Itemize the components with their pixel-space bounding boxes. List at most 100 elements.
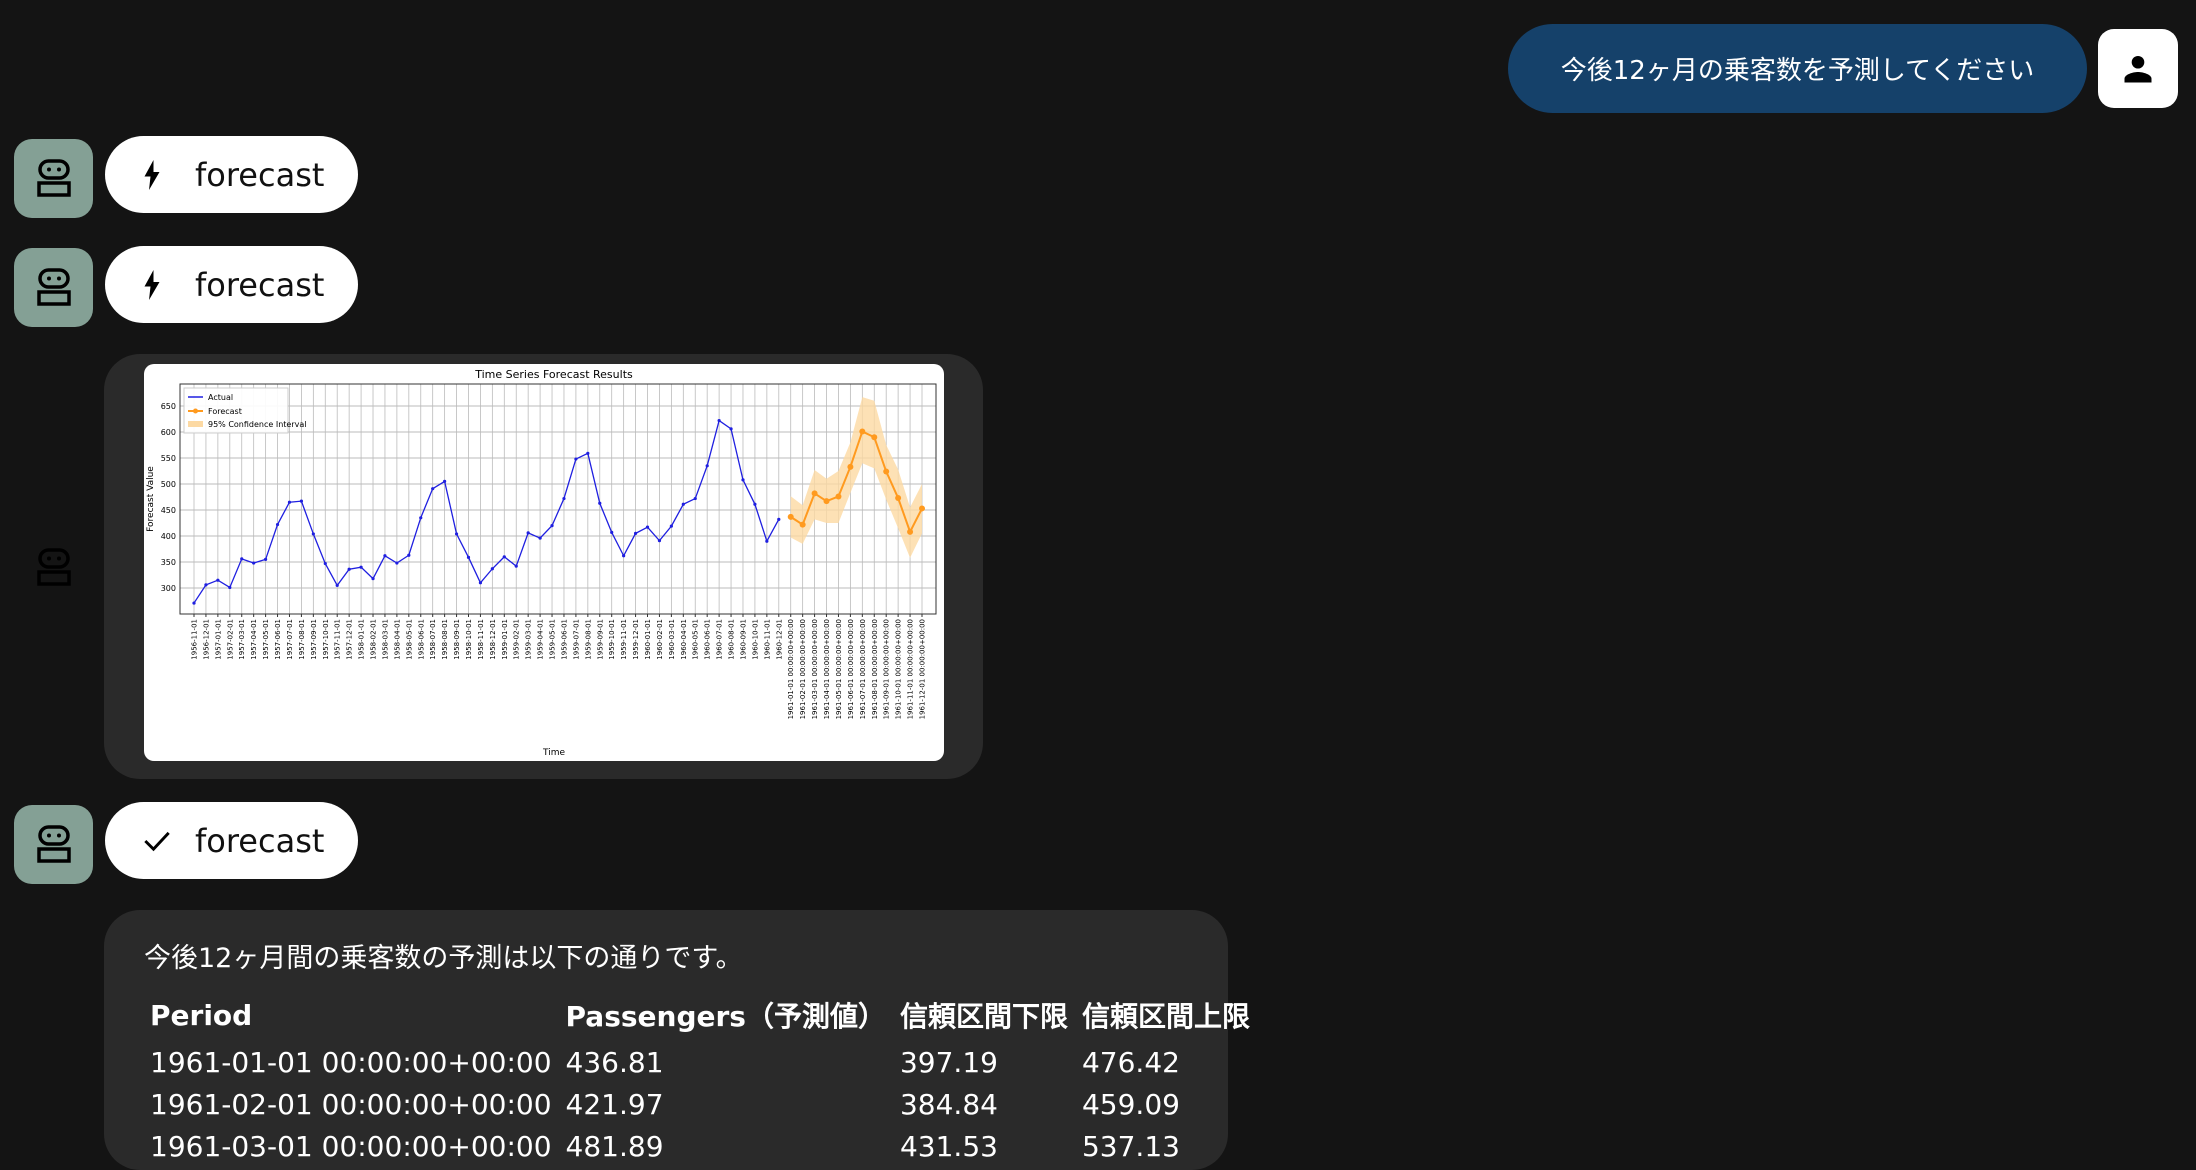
x-tick-label: 1958-03-01 bbox=[381, 619, 389, 660]
cell-period: 1961-03-01 00:00:00+00:00 bbox=[150, 1129, 552, 1163]
x-tick-label: 1961-05-01 00:00:00+00:00 bbox=[835, 619, 843, 719]
actual-point bbox=[729, 427, 733, 431]
forecast-chart-image[interactable]: Time Series Forecast Results Forecast Va… bbox=[144, 364, 944, 761]
legend-ci: 95% Confidence Interval bbox=[208, 420, 306, 429]
x-tick-label: 1958-09-01 bbox=[453, 619, 461, 660]
y-tick-label: 400 bbox=[161, 532, 176, 541]
x-tick-label: 1958-01-01 bbox=[358, 619, 366, 660]
actual-point bbox=[252, 561, 256, 565]
check-icon bbox=[144, 831, 170, 851]
x-tick-label: 1960-01-01 bbox=[644, 619, 652, 660]
x-tick-label: 1959-11-01 bbox=[620, 619, 628, 660]
actual-point bbox=[299, 499, 304, 503]
x-tick-label: 1960-08-01 bbox=[728, 619, 736, 660]
bot-avatar bbox=[14, 528, 93, 607]
actual-point bbox=[633, 531, 638, 535]
cell-passengers: 421.97 bbox=[565, 1087, 664, 1121]
x-tick-label: 1960-03-01 bbox=[668, 619, 676, 660]
actual-point bbox=[657, 539, 662, 543]
x-tick-label: 1957-09-01 bbox=[310, 619, 318, 660]
actual-point bbox=[192, 601, 196, 605]
actual-point bbox=[574, 457, 578, 461]
x-tick-label: 1958-11-01 bbox=[477, 619, 485, 660]
x-tick-label: 1957-03-01 bbox=[238, 619, 246, 660]
actual-point bbox=[287, 500, 292, 504]
legend-actual: Actual bbox=[208, 393, 233, 402]
robot-icon bbox=[36, 267, 71, 306]
actual-point bbox=[335, 583, 339, 587]
bolt-icon bbox=[144, 159, 160, 190]
x-tick-label: 1961-10-01 00:00:00+00:00 bbox=[895, 619, 903, 719]
x-tick-label: 1960-12-01 bbox=[775, 619, 783, 660]
legend-forecast: Forecast bbox=[208, 407, 242, 416]
y-tick-label: 300 bbox=[161, 584, 176, 593]
actual-point bbox=[681, 502, 685, 506]
chart-title: Time Series Forecast Results bbox=[474, 368, 633, 381]
forecast-point bbox=[907, 528, 914, 535]
actual-point bbox=[645, 525, 650, 529]
tool-call-forecast[interactable]: forecast bbox=[105, 136, 358, 213]
actual-point bbox=[490, 567, 494, 571]
col-lower: 信頼区間下限 bbox=[899, 1000, 1068, 1033]
x-tick-label: 1958-12-01 bbox=[489, 619, 497, 660]
bot-avatar bbox=[14, 805, 93, 884]
plot-frame bbox=[179, 383, 937, 615]
forecast-table: Period Passengers（予測値） 信頼区間下限 信頼区間上限 196… bbox=[144, 995, 1258, 1167]
actual-point bbox=[478, 581, 483, 585]
x-tick-label: 1960-06-01 bbox=[704, 619, 712, 660]
x-tick-label: 1957-02-01 bbox=[226, 619, 234, 660]
tool-call-forecast-done[interactable]: forecast bbox=[105, 802, 358, 879]
actual-point bbox=[395, 561, 399, 565]
actual-point bbox=[431, 487, 435, 491]
table-row: 1961-01-01 00:00:00+00:00 436.81 397.19 476… bbox=[144, 1041, 1258, 1083]
x-tick-label: 1961-02-01 00:00:00+00:00 bbox=[799, 619, 807, 719]
actual-point bbox=[323, 561, 327, 566]
cell-lower: 397.19 bbox=[899, 1045, 998, 1079]
forecast-point bbox=[823, 498, 830, 505]
actual-point bbox=[502, 555, 506, 559]
x-tick-label: 1957-12-01 bbox=[346, 619, 354, 660]
forecast-point bbox=[847, 463, 854, 470]
legend-ci-swatch bbox=[188, 421, 203, 427]
actual-point bbox=[610, 530, 614, 534]
y-axis-label: Forecast Value bbox=[146, 466, 156, 532]
x-tick-label: 1959-01-01 bbox=[501, 619, 509, 660]
tool-call-label: forecast bbox=[195, 265, 325, 304]
x-tick-label: 1957-10-01 bbox=[322, 619, 330, 660]
cell-upper: 476.42 bbox=[1081, 1045, 1180, 1079]
x-tick-label: 1958-05-01 bbox=[405, 619, 413, 660]
x-tick-label: 1956-12-01 bbox=[202, 619, 210, 660]
x-tick-label: 1960-02-01 bbox=[656, 619, 664, 660]
cell-passengers: 481.89 bbox=[565, 1129, 664, 1163]
x-tick-label: 1958-10-01 bbox=[465, 619, 473, 660]
actual-point bbox=[753, 502, 757, 506]
x-tick-label: 1958-06-01 bbox=[417, 619, 425, 660]
x-tick-label: 1959-07-01 bbox=[572, 619, 580, 660]
tool-call-label: forecast bbox=[195, 155, 325, 194]
x-tick-label: 1959-09-01 bbox=[596, 619, 604, 660]
actual-point bbox=[622, 554, 626, 558]
x-tick-label: 1957-06-01 bbox=[274, 619, 282, 660]
x-tick-label: 1959-08-01 bbox=[584, 619, 592, 660]
x-tick-label: 1958-04-01 bbox=[393, 619, 401, 660]
actual-point bbox=[240, 557, 244, 561]
cell-upper: 459.09 bbox=[1081, 1087, 1180, 1121]
cell-lower: 384.84 bbox=[899, 1087, 998, 1121]
answer-message-card bbox=[104, 910, 1228, 1170]
x-tick-label: 1959-12-01 bbox=[632, 619, 640, 660]
actual-point bbox=[598, 501, 602, 505]
tool-call-label: forecast bbox=[195, 821, 325, 860]
col-period: Period bbox=[150, 998, 253, 1032]
y-tick-label: 600 bbox=[161, 428, 176, 437]
robot-icon bbox=[36, 824, 71, 863]
tool-call-forecast[interactable]: forecast bbox=[105, 246, 358, 323]
x-tick-label: 1957-04-01 bbox=[250, 619, 258, 660]
x-tick-label: 1959-05-01 bbox=[549, 619, 557, 660]
bot-avatar bbox=[14, 139, 93, 218]
user-message-text: 今後12ヶ月の乗客数を予測してください bbox=[1560, 56, 2035, 86]
actual-point bbox=[419, 516, 423, 520]
actual-point bbox=[693, 496, 697, 501]
x-tick-label: 1958-02-01 bbox=[370, 619, 378, 660]
actual-point bbox=[204, 583, 208, 587]
actual-point bbox=[777, 517, 781, 521]
